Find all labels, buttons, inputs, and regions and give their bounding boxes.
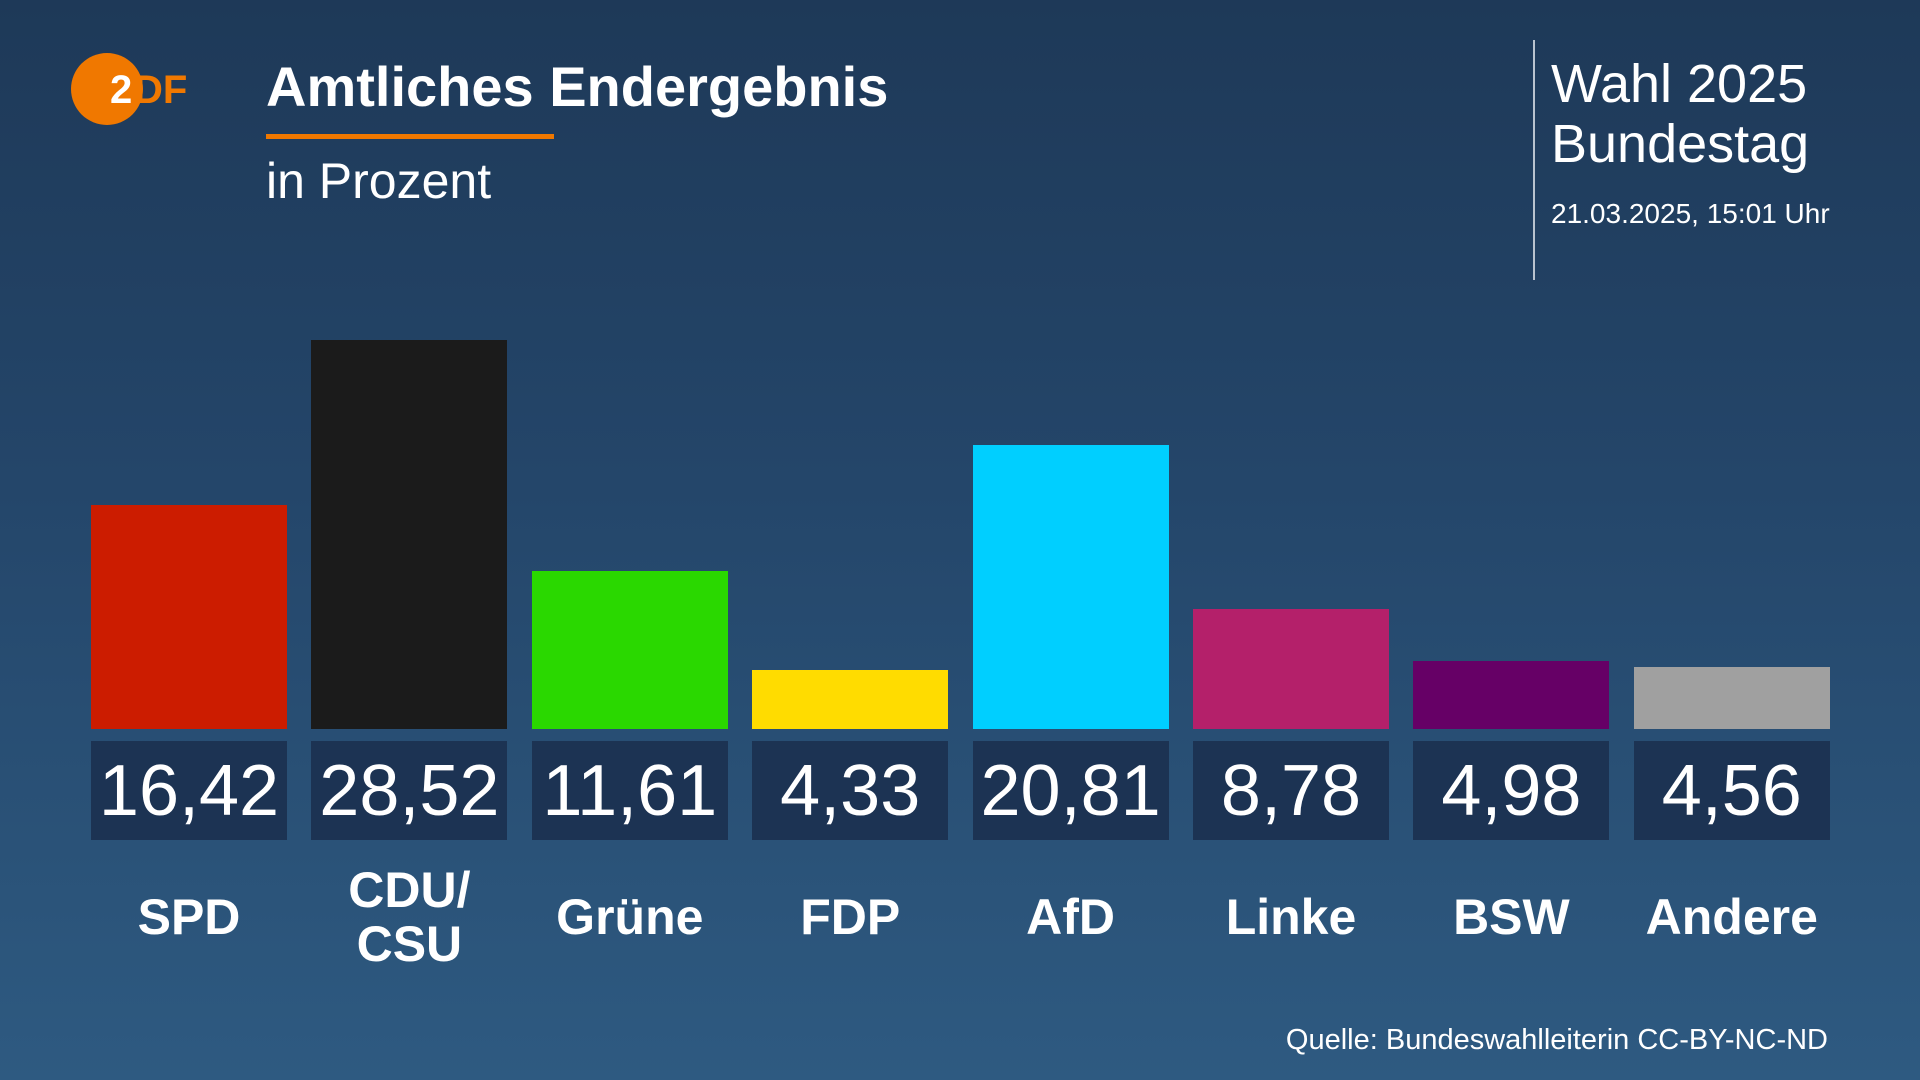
bar-0 — [91, 505, 287, 729]
bar-4 — [972, 445, 1169, 729]
bar-3 — [752, 669, 949, 729]
header-divider — [1533, 40, 1535, 280]
timestamp: 21.03.2025, 15:01 Uhr — [1551, 198, 1830, 229]
svg-text:DF: DF — [134, 68, 187, 112]
value-label: 4,56 — [1633, 741, 1830, 840]
category-label: Grüne — [556, 889, 704, 945]
category-label: CDU/ CSU — [348, 862, 471, 972]
zdf-logo: 2 DF — [71, 53, 187, 125]
bar-5 — [1193, 609, 1389, 729]
category-label: SPD — [137, 889, 241, 945]
bar-6 — [1413, 661, 1610, 729]
category-label: Andere — [1645, 889, 1818, 945]
chart-title: Amtliches Endergebnis — [266, 55, 889, 118]
election-body: Bundestag — [1551, 114, 1810, 174]
category-label: Linke — [1225, 889, 1357, 945]
bar-1 — [311, 340, 508, 729]
title-underline — [266, 134, 554, 139]
value-label: 4,33 — [752, 741, 949, 840]
value-label: 11,61 — [531, 741, 728, 840]
value-label: 28,52 — [311, 741, 508, 840]
category-label: BSW — [1453, 889, 1570, 945]
category-label: AfD — [1026, 889, 1116, 945]
election-name: Wahl 2025 — [1551, 54, 1808, 114]
bar-7 — [1633, 666, 1830, 729]
value-label: 20,81 — [972, 741, 1169, 840]
value-label: 8,78 — [1193, 741, 1389, 840]
bar-2 — [531, 570, 728, 729]
source-note: Quelle: Bundeswahlleiterin CC-BY-NC-ND — [1285, 1024, 1828, 1056]
chart-subtitle: in Prozent — [266, 153, 492, 209]
svg-text:2: 2 — [110, 68, 132, 112]
category-label: FDP — [800, 889, 901, 945]
value-label: 16,42 — [91, 741, 287, 840]
value-label: 4,98 — [1413, 741, 1610, 840]
